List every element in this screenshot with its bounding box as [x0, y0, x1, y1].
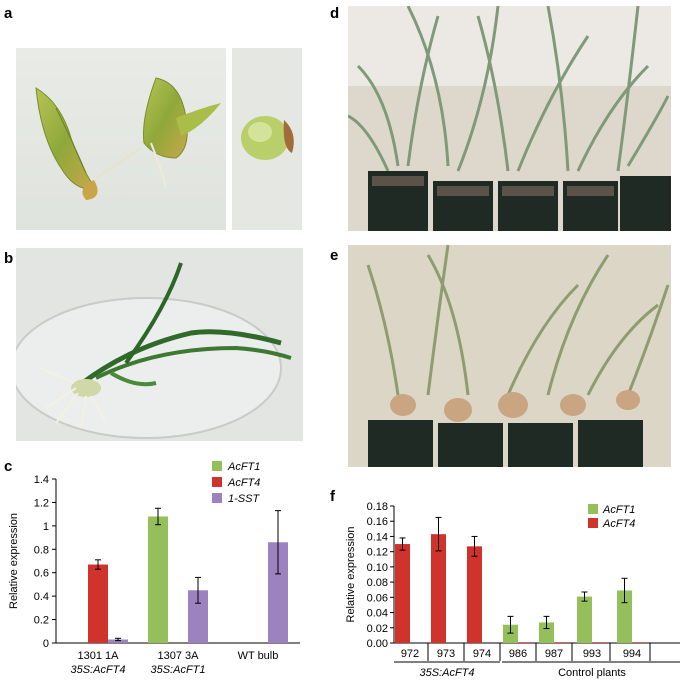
bar-acft4 [88, 564, 108, 643]
y-tick-label: 0.14 [367, 531, 388, 543]
chart-f-relative-expression: 0.00 0.02 0.04 0.06 0.08 0.10 0.12 0.14 0.16 0.18… [345, 501, 680, 679]
bar-1-sst [268, 542, 288, 643]
y-axis-title: Relative expression [345, 527, 357, 623]
group-label: 35S:AcFT4 [419, 667, 474, 679]
legend-swatch-1-sst [212, 493, 222, 503]
panel-label-c: c [4, 458, 13, 475]
legend-label: AcFT1 [602, 504, 635, 516]
y-tick-label: 0.16 [367, 516, 388, 528]
legend-swatch-acft1 [588, 504, 598, 514]
y-tick-label: 0.4 [34, 591, 49, 603]
bar-acft4 [467, 546, 482, 643]
category-label: 993 [583, 648, 601, 660]
bar-1-sst [188, 590, 208, 643]
legend-swatch-acft1 [212, 461, 222, 471]
group-sublabel: 35S:AcFT1 [150, 664, 205, 676]
category-label: 987 [545, 648, 563, 660]
bar-acft1 [539, 622, 554, 643]
y-tick-label: 0.6 [34, 568, 49, 580]
group-label: 1301 1A [78, 650, 120, 662]
category-label: 972 [401, 648, 419, 660]
bar-acft4 [431, 534, 446, 643]
bar-acft1 [617, 590, 632, 643]
photo-b-plantlet [16, 248, 303, 441]
legend-swatch-acft4 [588, 518, 598, 528]
y-tick-label: 0 [43, 638, 49, 650]
panel-label-f: f [330, 488, 335, 505]
photo-a-explants [16, 48, 226, 230]
photo-e-bulbing-plants [348, 245, 671, 467]
bar-acft1 [503, 624, 518, 643]
legend-label: AcFT1 [227, 461, 260, 473]
y-tick-label: 0.2 [34, 615, 49, 627]
legend-label: AcFT4 [602, 518, 635, 530]
panel-label-b: b [4, 250, 14, 267]
bar-acft4 [518, 642, 533, 643]
bar-acft4 [632, 642, 647, 643]
bar-acft4 [554, 642, 569, 643]
y-tick-label: 0.10 [367, 562, 388, 574]
category-label: 986 [509, 648, 527, 660]
panel-label-e: e [330, 247, 339, 264]
y-tick-label: 0.12 [367, 547, 388, 559]
photo-d-plants [348, 6, 671, 231]
group-label: 1307 3A [158, 650, 200, 662]
y-tick-label: 0.00 [367, 638, 388, 650]
legend-swatch-acft4 [212, 477, 222, 487]
panel-label-d: d [330, 5, 340, 22]
group-sublabel: 35S:AcFT4 [70, 664, 125, 676]
photo-a-bulb [232, 48, 302, 230]
chart-c-relative-expression: 0 0.2 0.4 0.6 0.8 1 1.2 1.4 Relative expression 1… [8, 461, 300, 676]
category-label: 973 [437, 648, 455, 660]
y-tick-label: 0.02 [367, 623, 388, 635]
y-tick-label: 1.2 [34, 497, 49, 509]
y-tick-label: 0.8 [34, 544, 49, 556]
group-label: WT bulb [238, 650, 279, 662]
category-label: 974 [473, 648, 491, 660]
bar-1-sst [108, 639, 128, 643]
panel-label-a: a [4, 5, 13, 22]
bar-acft4 [395, 544, 410, 643]
legend-label: 1-SST [228, 493, 260, 505]
legend-label: AcFT4 [227, 477, 260, 489]
bar-acft1 [148, 516, 168, 643]
bar-acft4 [592, 642, 607, 643]
group-label: Control plants [558, 667, 626, 679]
y-tick-label: 1.4 [34, 474, 49, 486]
y-tick-label: 0.06 [367, 592, 388, 604]
y-axis-title: Relative expression [8, 513, 20, 609]
y-tick-label: 0.18 [367, 501, 388, 513]
y-tick-label: 0.04 [367, 608, 388, 620]
y-tick-label: 1 [43, 521, 49, 533]
y-tick-label: 0.08 [367, 577, 388, 589]
category-label: 994 [623, 648, 641, 660]
bar-acft1 [577, 596, 592, 643]
